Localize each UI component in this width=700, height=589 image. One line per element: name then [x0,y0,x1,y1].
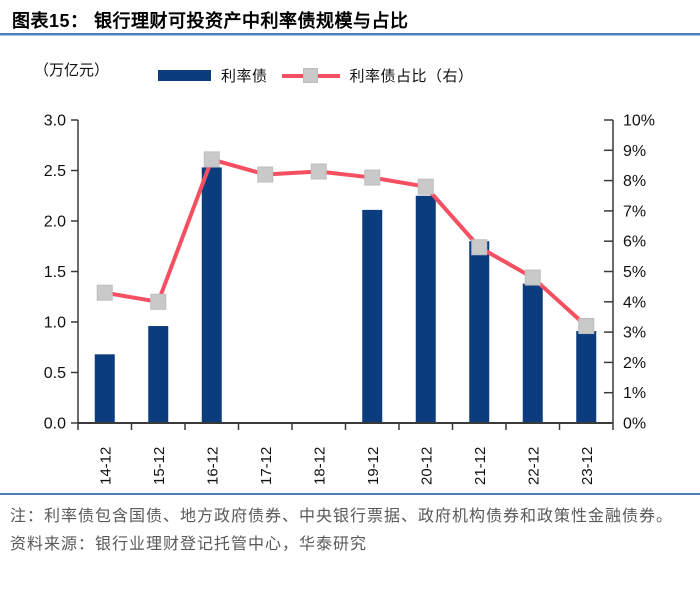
legend-label-bar: 利率债 [221,68,268,85]
bar [415,195,436,423]
chart-block: （万亿元） 利率债 利率债占比（右） 3.0 2.5 2.0 1.5 1.0 0.5 0.0… [0,35,700,493]
bar [201,167,222,423]
bar [362,209,383,423]
line-marker [203,151,220,168]
legend-item-line: 利率债占比（右） [281,65,474,86]
right-axis-tick-label: 6% [623,234,646,251]
chart-title: 图表15： 银行理财可投资产中利率债规模与占比 [12,11,409,31]
line-marker [310,163,327,180]
line-marker [471,239,488,256]
line-marker [578,318,595,335]
left-axis-unit-label: （万亿元） [34,62,110,79]
left-axis-tick-label: 1.5 [44,264,66,281]
right-axis-tick-label: 8% [623,173,646,190]
x-axis-label: 23-12 [579,447,596,485]
line-marker [524,269,541,286]
chart-header: 图表15： 银行理财可投资产中利率债规模与占比 [0,0,700,35]
right-axis-tick-label: 5% [623,264,646,281]
x-axis-label: 14-12 [97,447,114,485]
line-swatch-marker [302,68,318,83]
left-axis-tick-label: 0.0 [44,416,66,433]
bar [94,354,115,423]
chart-legend: 利率债 利率债占比（右） [158,65,474,86]
x-axis-label: 17-12 [258,447,275,485]
x-axis-label: 21-12 [472,447,489,485]
x-axis-label: 15-12 [151,447,168,485]
right-axis-tick-label: 10% [623,113,655,130]
left-axis-tick-label: 1.0 [44,315,66,332]
legend-label-line: 利率债占比（右） [349,68,474,85]
source-line: 资料来源：银行业理财登记托管中心，华泰研究 [10,536,368,554]
right-axis-tick-label: 2% [623,355,646,372]
left-axis-tick-label: 2.0 [44,214,66,231]
left-axis-tick-label: 3.0 [44,113,66,130]
x-axis-label: 16-12 [204,447,221,485]
bar [469,241,490,423]
right-axis-tick-label: 0% [623,416,646,433]
x-axis-label: 18-12 [311,447,328,485]
line-marker [364,169,381,186]
left-axis-tick-label: 0.5 [44,365,66,382]
right-axis-tick-label: 4% [623,294,646,311]
line-series-swatch [281,68,340,83]
legend-item-bar: 利率债 [158,65,268,86]
chart-plot: 3.0 2.5 2.0 1.5 1.0 0.5 0.0 10% 9% 8% 7% 6% 5% 4% 3% 2%… [44,113,655,486]
x-axis-label: 22-12 [525,447,542,485]
chart-footer: 注：利率债包含国债、地方政府债券、中央银行票据、政府机构债券和政策性金融债券。 … [0,493,700,558]
x-axis-label: 19-12 [365,447,382,485]
bar [522,283,543,423]
left-axis-tick-label: 2.5 [44,163,66,180]
right-axis-tick-label: 3% [623,325,646,342]
line-series [102,157,589,329]
line-marker [257,166,274,183]
footnote: 注：利率债包含国债、地方政府债券、中央银行票据、政府机构债券和政策性金融债券。 [10,508,674,525]
right-axis-tick-label: 7% [623,203,646,220]
bar [148,326,169,423]
line-marker [96,284,113,301]
right-axis-tick-label: 9% [623,143,646,160]
line-marker [150,293,167,310]
bar [576,331,597,423]
right-axis-tick-label: 1% [623,385,646,402]
x-axis-label: 20-12 [418,447,435,485]
line-marker [417,178,434,195]
bar-series-swatch [158,70,211,81]
